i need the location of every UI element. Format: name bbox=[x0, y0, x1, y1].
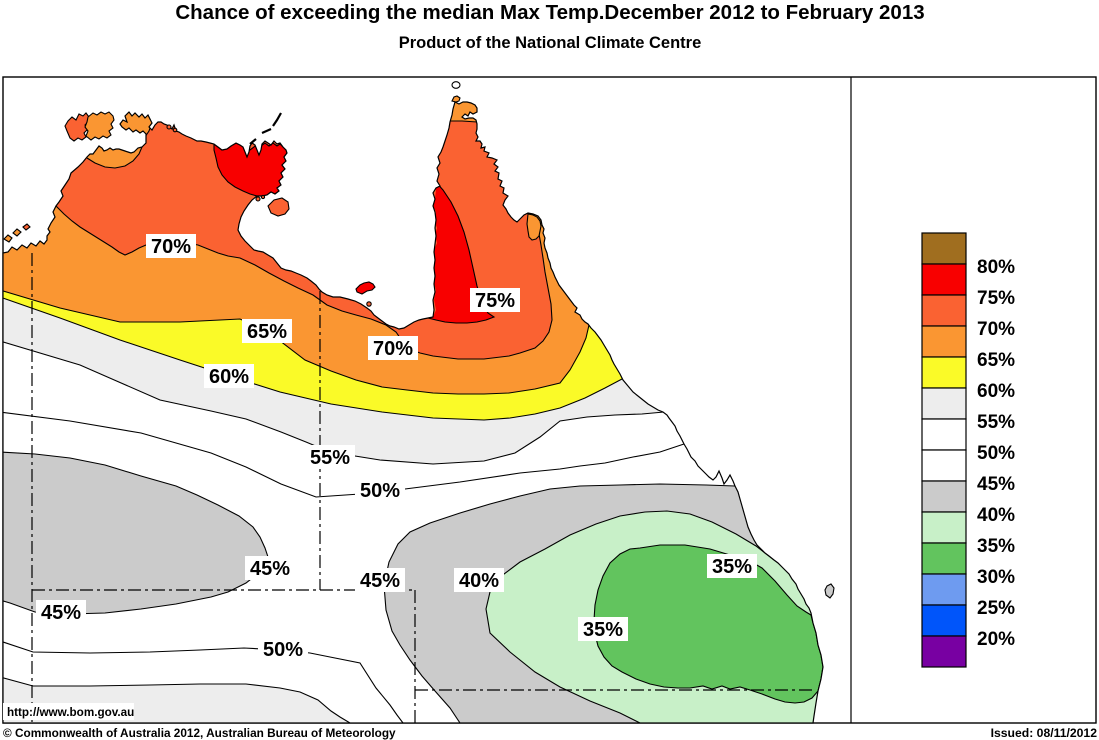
svg-text:50%: 50% bbox=[263, 639, 303, 661]
svg-text:Issued: 08/11/2012: Issued: 08/11/2012 bbox=[991, 726, 1098, 740]
svg-text:45%: 45% bbox=[977, 474, 1015, 495]
svg-text:40%: 40% bbox=[459, 570, 499, 592]
svg-text:45%: 45% bbox=[360, 570, 400, 592]
svg-text:65%: 65% bbox=[247, 321, 287, 343]
svg-text:60%: 60% bbox=[209, 366, 249, 388]
svg-text:35%: 35% bbox=[712, 556, 752, 578]
svg-text:40%: 40% bbox=[977, 505, 1015, 526]
svg-text:55%: 55% bbox=[310, 447, 350, 469]
svg-text:50%: 50% bbox=[360, 480, 400, 502]
svg-text:60%: 60% bbox=[977, 381, 1015, 402]
svg-text:70%: 70% bbox=[977, 319, 1015, 340]
svg-text:65%: 65% bbox=[977, 350, 1015, 371]
svg-text:35%: 35% bbox=[977, 536, 1015, 557]
svg-text:70%: 70% bbox=[373, 338, 413, 360]
svg-text:Chance of exceeding the median: Chance of exceeding the median Max Temp.… bbox=[175, 1, 924, 24]
svg-text:55%: 55% bbox=[977, 412, 1015, 433]
svg-text:25%: 25% bbox=[977, 598, 1015, 619]
svg-text:Product of the National Climat: Product of the National Climate Centre bbox=[399, 34, 702, 52]
svg-text:45%: 45% bbox=[41, 602, 81, 624]
svg-text:http://www.bom.gov.au: http://www.bom.gov.au bbox=[7, 706, 134, 719]
svg-text:50%: 50% bbox=[977, 443, 1015, 464]
svg-text:70%: 70% bbox=[151, 236, 191, 258]
svg-text:35%: 35% bbox=[583, 619, 623, 641]
svg-text:75%: 75% bbox=[977, 288, 1015, 309]
svg-text:75%: 75% bbox=[475, 290, 515, 312]
svg-text:30%: 30% bbox=[977, 567, 1015, 588]
svg-text:45%: 45% bbox=[250, 558, 290, 580]
svg-text:20%: 20% bbox=[977, 629, 1015, 650]
svg-text:80%: 80% bbox=[977, 257, 1015, 278]
svg-text:© Commonwealth of Australia 20: © Commonwealth of Australia 2012, Austra… bbox=[3, 726, 396, 740]
